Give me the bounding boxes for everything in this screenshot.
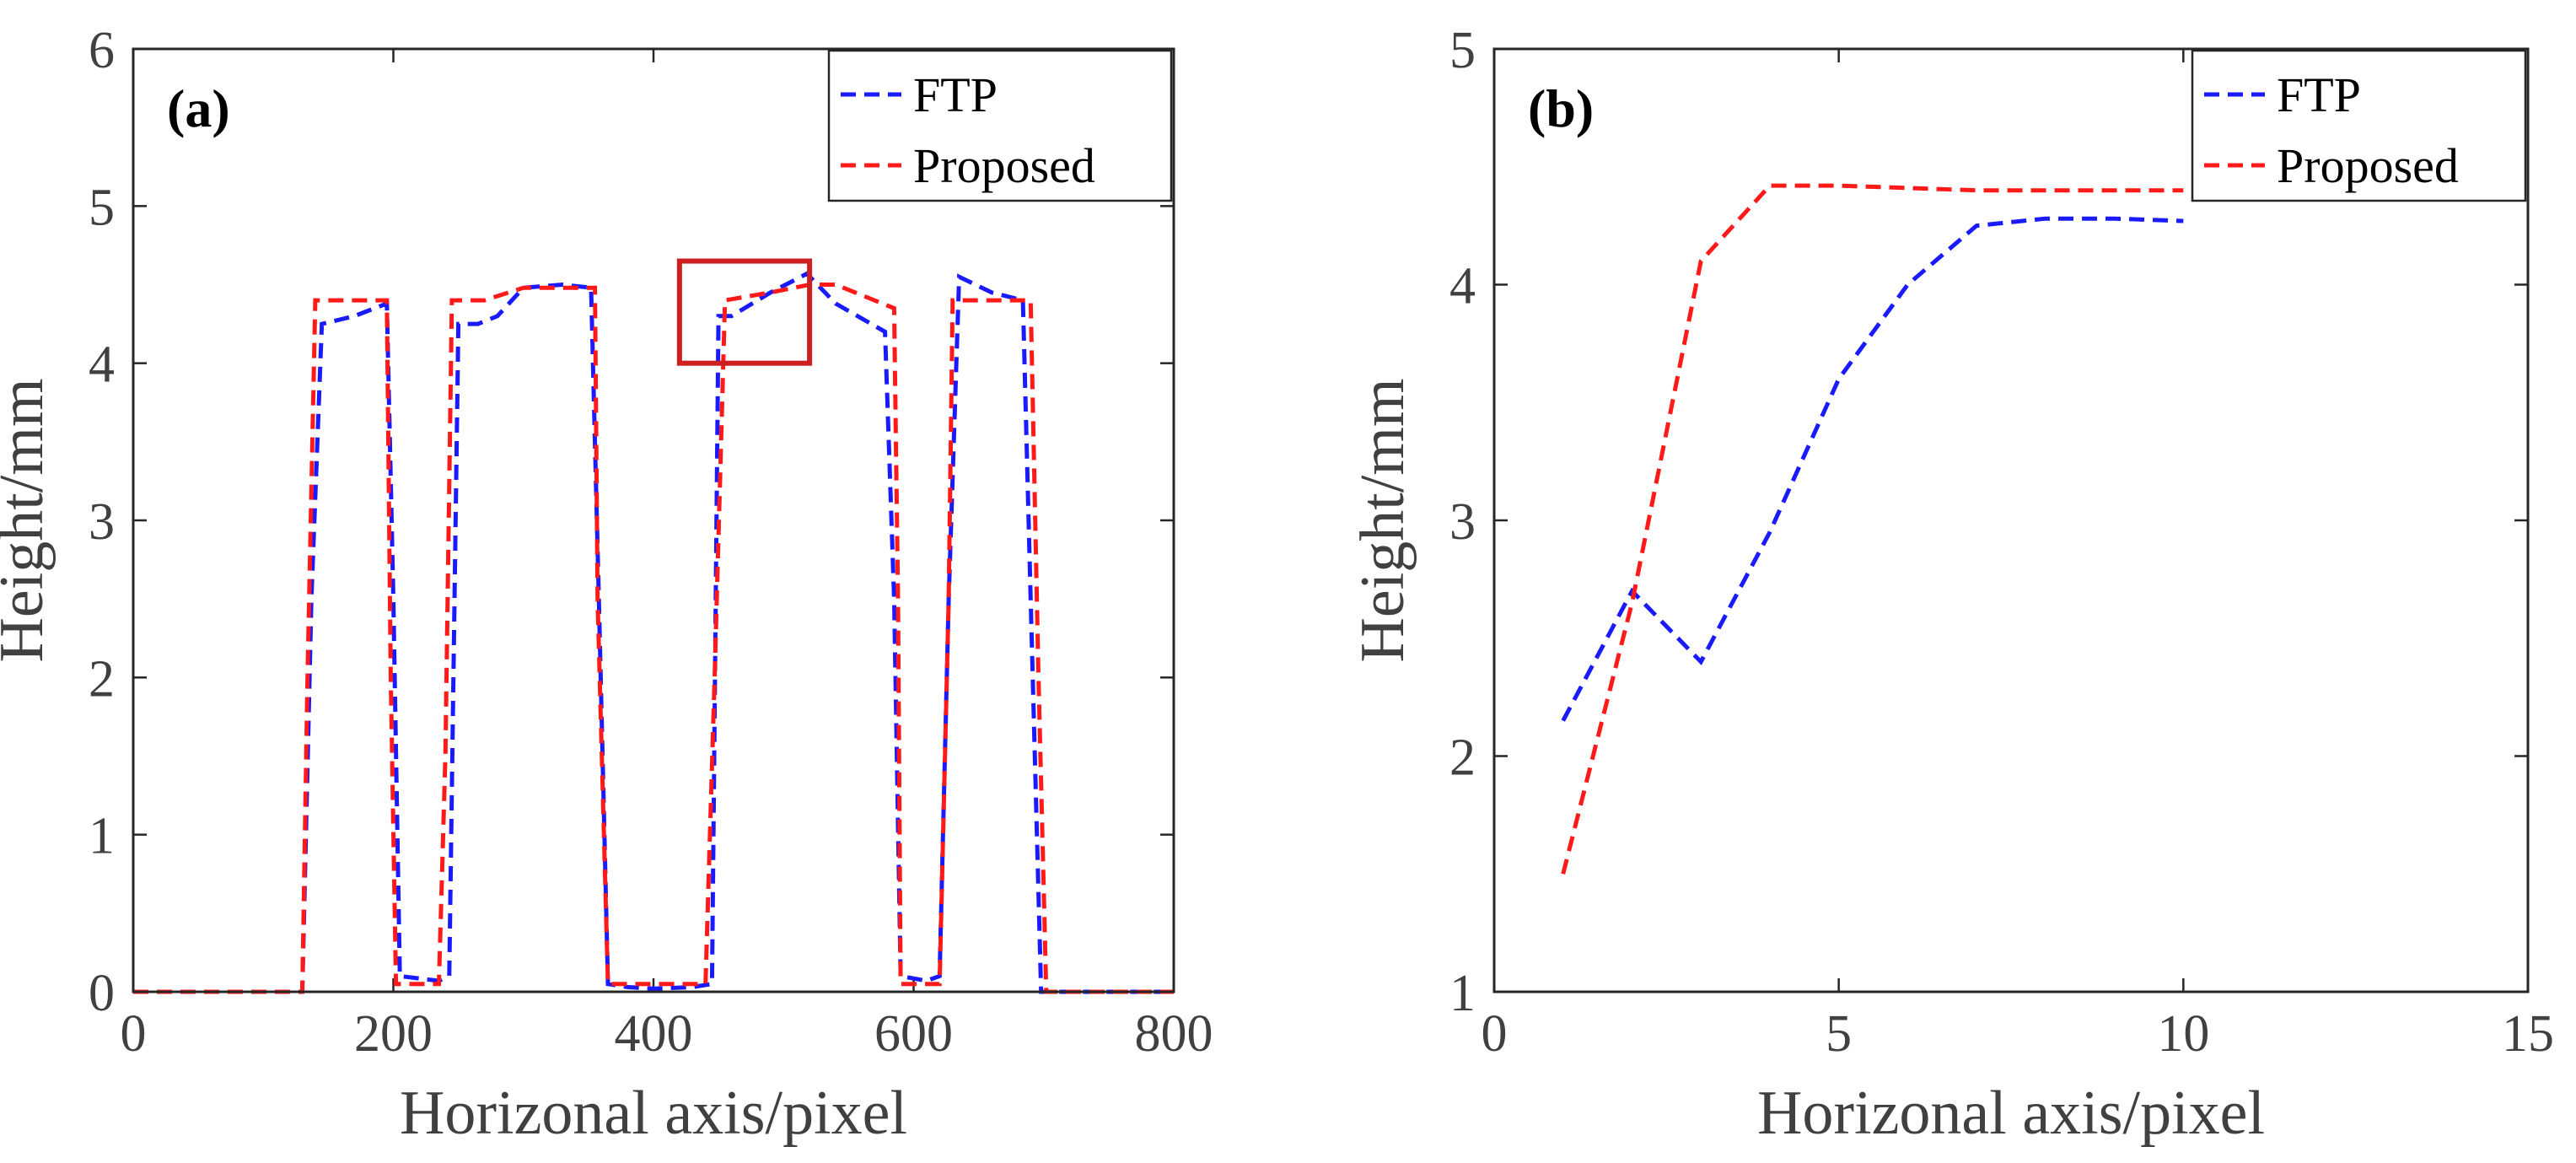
panel-a-x-axis-title: Horizonal axis/pixel — [400, 1079, 907, 1148]
panel-a-y-tick-label: 5 — [89, 179, 115, 236]
panel-b-x-axis-title: Horizonal axis/pixel — [1757, 1079, 2265, 1148]
panel-a-y-axis-title: Height/mm — [0, 378, 56, 662]
panel-a-label: (a) — [167, 78, 230, 138]
panel-b-y-tick-label: 1 — [1449, 965, 1476, 1022]
panel-b-x-tick-label: 5 — [1826, 1005, 1852, 1063]
panel-a-x-tick-label: 0 — [121, 1005, 147, 1063]
panel-a-series-ftp-line — [133, 271, 1174, 994]
panel-a-y-tick-label: 4 — [89, 337, 115, 394]
panel-a-y-tick-label: 0 — [89, 965, 115, 1022]
panel-a-y-tick-label: 1 — [89, 808, 115, 865]
panel-a-y-tick-label: 2 — [89, 650, 115, 708]
panel-b-series-ftp-line — [1561, 216, 2184, 722]
panel-a-y-tick-label: 3 — [89, 493, 115, 551]
panel-b-y-tick-label: 3 — [1449, 493, 1476, 551]
panel-b-x-tick-label: 0 — [1482, 1005, 1508, 1063]
panel-a-x-tick-label: 200 — [354, 1005, 433, 1063]
panel-a-zoom-region-box — [676, 258, 813, 366]
panel-b-axes-frame — [1492, 47, 2530, 993]
panel-b-x-tick-label: 15 — [2502, 1005, 2554, 1063]
panel-a-legend-ftp-label: FTP — [913, 67, 998, 122]
panel-a-series-proposed-line — [133, 283, 1174, 994]
panel-b-legend-box — [2191, 49, 2527, 202]
panel-b-legend-proposed-label: Proposed — [2277, 138, 2459, 193]
panel-a-x-tick-label: 400 — [615, 1005, 693, 1063]
panel-b-y-tick-label: 5 — [1449, 22, 1476, 79]
panel-b-y-tick-label: 2 — [1449, 730, 1476, 787]
panel-a-y-tick-label: 6 — [89, 22, 115, 79]
panel-b-y-axis-title: Height/mm — [1348, 378, 1417, 662]
panel-a-legend-box — [827, 49, 1173, 202]
panel-a-legend: FTP Proposed — [827, 49, 1173, 202]
panel-a-x-tick-label: 600 — [874, 1005, 953, 1063]
panel-b-legend: FTP Proposed — [2191, 49, 2527, 202]
panel-b-y-tick-label: 4 — [1449, 258, 1476, 315]
panel-b-series-proposed-line — [1561, 183, 2184, 875]
panel-b-legend-ftp-label: FTP — [2277, 67, 2361, 122]
panel-b-chart: 0 5 10 15 1 2 3 4 5 (b) Horizonal axis/pixel Hei… — [1348, 22, 2554, 1148]
panel-a-chart: 0 200 400 600 800 0 1 2 3 4 5 6 (a) Horizonal axis/… — [0, 22, 1213, 1148]
panel-b-x-tick-label: 10 — [2157, 1005, 2209, 1063]
panel-a-x-tick-label: 800 — [1135, 1005, 1213, 1063]
panel-a-axes-frame — [132, 47, 1175, 993]
panel-a-legend-proposed-label: Proposed — [913, 138, 1095, 193]
panel-b-label: (b) — [1528, 78, 1594, 138]
